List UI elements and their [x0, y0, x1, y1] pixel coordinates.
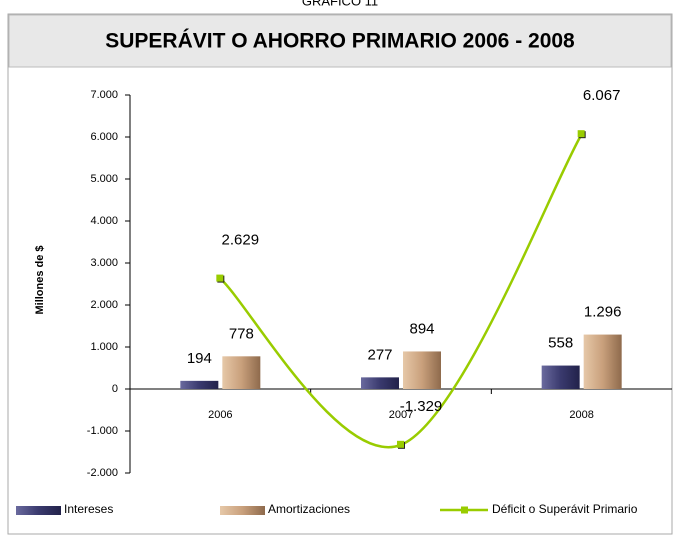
legend-marker: [461, 506, 468, 514]
x-tick-label: 2007: [389, 409, 413, 421]
y-tick-label: 1.000: [90, 341, 118, 353]
y-tick-label: 0: [112, 383, 118, 395]
data-label: 894: [409, 320, 434, 337]
y-tick-label: 6.000: [90, 131, 118, 143]
bar: [403, 351, 441, 389]
data-label: 194: [187, 350, 212, 367]
data-label: 2.629: [222, 232, 260, 249]
bar: [222, 356, 261, 389]
y-tick-label: 5.000: [90, 173, 118, 185]
y-tick-label: 2.000: [90, 299, 118, 311]
y-tick-label: 3.000: [90, 257, 118, 269]
legend-label: Intereses: [64, 502, 113, 516]
x-tick-label: 2006: [208, 409, 232, 421]
bar: [541, 365, 580, 389]
data-label: 558: [548, 335, 573, 352]
marker-face: [397, 440, 404, 448]
y-tick-label: -1.000: [87, 425, 118, 437]
data-label: 1.296: [584, 304, 622, 321]
frame: [7, 13, 673, 535]
x-tick-label: 2008: [569, 409, 593, 421]
data-label: 6.067: [583, 87, 621, 104]
marker-face: [577, 130, 585, 138]
legend-label: Amortizaciones: [268, 502, 350, 516]
y-tick-label: 4.000: [90, 215, 118, 227]
data-label: -1.329: [400, 398, 443, 415]
y-tick-label: 7.000: [90, 89, 118, 101]
data-label: 778: [229, 325, 254, 342]
bar: [180, 380, 219, 389]
legend-swatch: [16, 506, 61, 515]
legend-swatch: [220, 506, 265, 515]
legend-label: Déficit o Superávit Primario: [492, 502, 638, 516]
bar: [583, 334, 622, 389]
marker-face: [216, 274, 224, 282]
y-axis-label: Millones de $: [34, 245, 46, 314]
caption: GRÁFICO 11: [302, 0, 378, 8]
bar: [361, 377, 399, 389]
data-label: 277: [367, 346, 392, 363]
title-box: [8, 14, 672, 68]
y-tick-label: -2.000: [87, 467, 118, 479]
chart-title: SUPERÁVIT O AHORRO PRIMARIO 2006 - 2008: [105, 30, 575, 53]
